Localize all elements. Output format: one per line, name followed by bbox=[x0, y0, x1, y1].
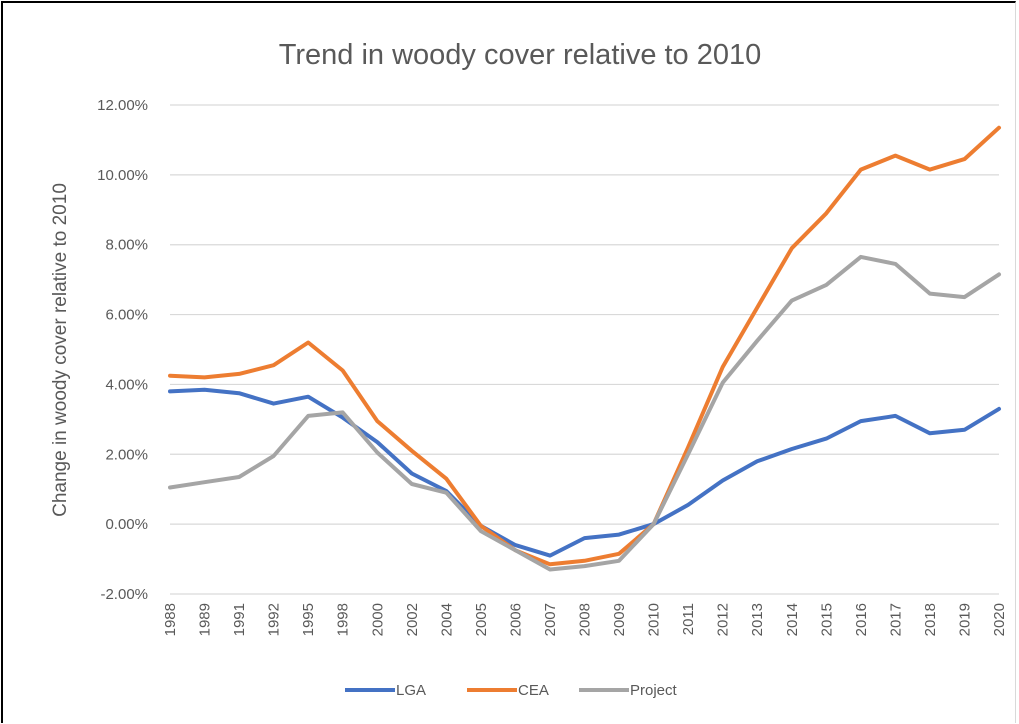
x-tick-label: 2007 bbox=[542, 603, 559, 636]
legend-label: LGA bbox=[396, 682, 426, 699]
y-tick-label: 8.00% bbox=[105, 237, 148, 254]
x-tick-label: 2004 bbox=[438, 603, 455, 636]
x-tick-label: 2017 bbox=[887, 603, 904, 636]
x-tick-label: 2016 bbox=[853, 603, 870, 636]
series-lines bbox=[168, 125, 1001, 572]
x-tick-label: 2014 bbox=[784, 603, 801, 636]
series-line-project bbox=[168, 254, 1001, 572]
x-tick-label: 2002 bbox=[404, 603, 421, 636]
y-tick-label: 6.00% bbox=[105, 307, 148, 324]
x-tick-label: 2005 bbox=[473, 603, 490, 636]
x-tick-label: 2018 bbox=[922, 603, 939, 636]
series-line-lga bbox=[168, 387, 1001, 558]
x-tick-label: 1991 bbox=[231, 603, 248, 636]
x-tick-label: 1988 bbox=[162, 603, 179, 636]
y-tick-label: 4.00% bbox=[105, 376, 148, 393]
x-tick-label: 2000 bbox=[369, 603, 386, 636]
x-tick-label: 1992 bbox=[266, 603, 283, 636]
y-tick-label: 12.00% bbox=[97, 97, 148, 114]
x-tick-label: 2012 bbox=[715, 603, 732, 636]
x-tick-label: 1995 bbox=[300, 603, 317, 636]
y-axis-label: Change in woody cover relative to 2010 bbox=[50, 183, 71, 517]
x-tick-label: 2013 bbox=[749, 603, 766, 636]
x-tick-label: 2006 bbox=[507, 603, 524, 636]
x-tick-label: 2008 bbox=[577, 603, 594, 636]
x-tick-label: 2015 bbox=[818, 603, 835, 636]
y-tick-label: -2.00% bbox=[100, 586, 148, 603]
legend-label: Project bbox=[630, 682, 678, 699]
x-tick-label: 2011 bbox=[680, 603, 697, 635]
gridlines bbox=[170, 104, 999, 595]
x-axis-ticks: 1988 1989 1991 1992 1995 1998 2000 2002 2004 2005… bbox=[162, 603, 1008, 636]
x-tick-label: 1998 bbox=[335, 603, 352, 636]
y-tick-label: 10.00% bbox=[97, 167, 148, 184]
legend: LGA CEA Project bbox=[345, 682, 678, 699]
x-tick-label: 2010 bbox=[646, 603, 663, 636]
x-tick-label: 2019 bbox=[956, 603, 973, 636]
y-tick-label: 0.00% bbox=[105, 516, 148, 533]
x-tick-label: 2009 bbox=[611, 603, 628, 636]
series-line-cea bbox=[168, 125, 1001, 567]
y-axis-ticks: -2.00% 0.00% 2.00% 4.00% 6.00% 8.00% 10.00% 12.… bbox=[97, 97, 148, 603]
y-tick-label: 2.00% bbox=[105, 446, 148, 463]
x-tick-label: 1989 bbox=[197, 603, 214, 636]
chart-title: Trend in woody cover relative to 2010 bbox=[279, 39, 762, 71]
legend-label: CEA bbox=[518, 682, 549, 699]
x-tick-label: 2020 bbox=[991, 603, 1008, 636]
